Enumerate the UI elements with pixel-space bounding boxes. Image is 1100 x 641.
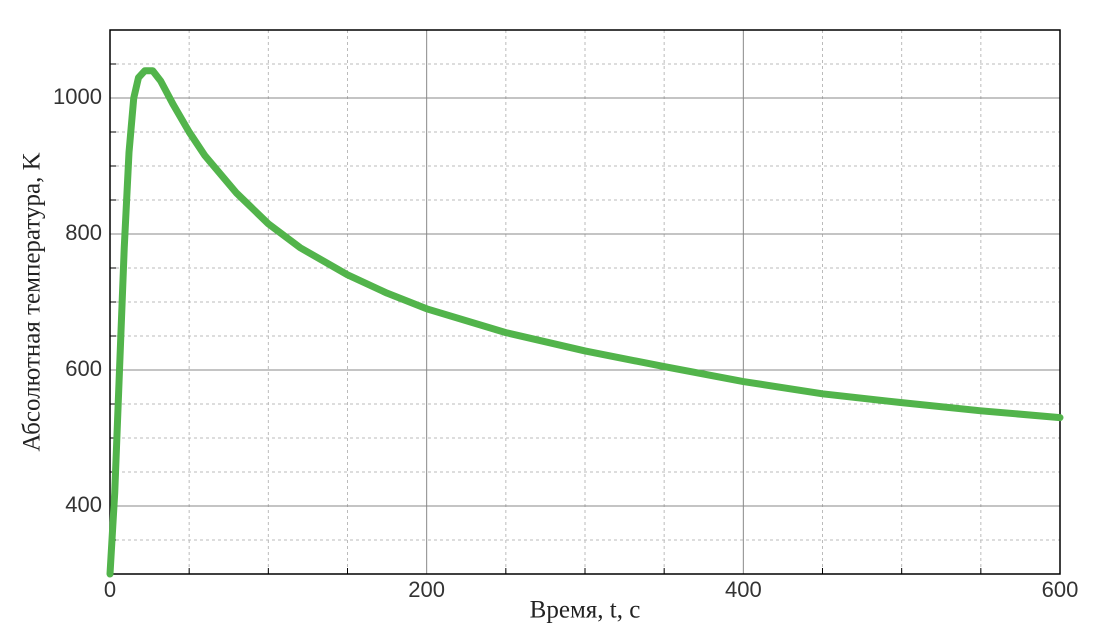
x-tick-label: 0 <box>104 577 116 602</box>
y-tick-label: 600 <box>65 356 102 381</box>
plot-frame <box>109 29 1061 575</box>
x-tick-label: 600 <box>1042 577 1079 602</box>
x-tick-label: 200 <box>408 577 445 602</box>
y-tick-label: 1000 <box>53 84 102 109</box>
y-tick-label: 400 <box>65 492 102 517</box>
y-axis-label: Абсолютная температура, K <box>19 152 46 451</box>
y-tick-label: 800 <box>65 220 102 245</box>
x-tick-label: 400 <box>725 577 762 602</box>
data-line <box>106 67 1064 578</box>
x-axis-label: Время, t, с <box>530 597 641 624</box>
